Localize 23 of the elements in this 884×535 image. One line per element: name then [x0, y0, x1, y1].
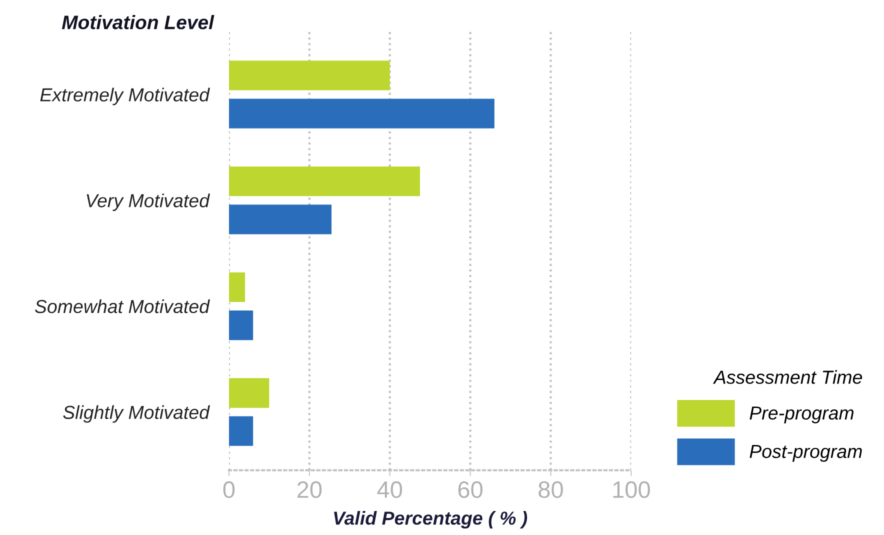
x-tick-label: 0 — [223, 481, 235, 498]
x-axis-title: Valid Percentage ( % ) — [334, 511, 528, 529]
x-tick-label: 60 — [458, 481, 482, 498]
y-axis-title: Motivation Level — [62, 15, 214, 30]
x-tick-label: 20 — [297, 481, 322, 498]
legend-title: Assessment Time — [712, 370, 862, 384]
bar — [228, 204, 332, 234]
bar — [228, 416, 254, 446]
x-tick-label: 80 — [538, 481, 563, 498]
bar — [228, 166, 420, 196]
y-tick-label: Slightly Motivated — [63, 405, 210, 423]
y-tick-label: Somewhat Motivated — [34, 299, 210, 314]
bar — [228, 310, 254, 340]
legend-label: Pre-program — [750, 406, 854, 424]
bar — [228, 60, 390, 90]
y-tick-label: Very Motivated — [86, 194, 210, 212]
y-tick-label: Extremely Motivated — [40, 88, 210, 106]
bar — [228, 378, 270, 408]
x-tick-label: 100 — [613, 481, 650, 498]
x-tick-label: 40 — [377, 481, 402, 498]
bar — [228, 272, 246, 302]
bar — [228, 98, 494, 128]
legend-label: Post-program — [750, 445, 862, 462]
